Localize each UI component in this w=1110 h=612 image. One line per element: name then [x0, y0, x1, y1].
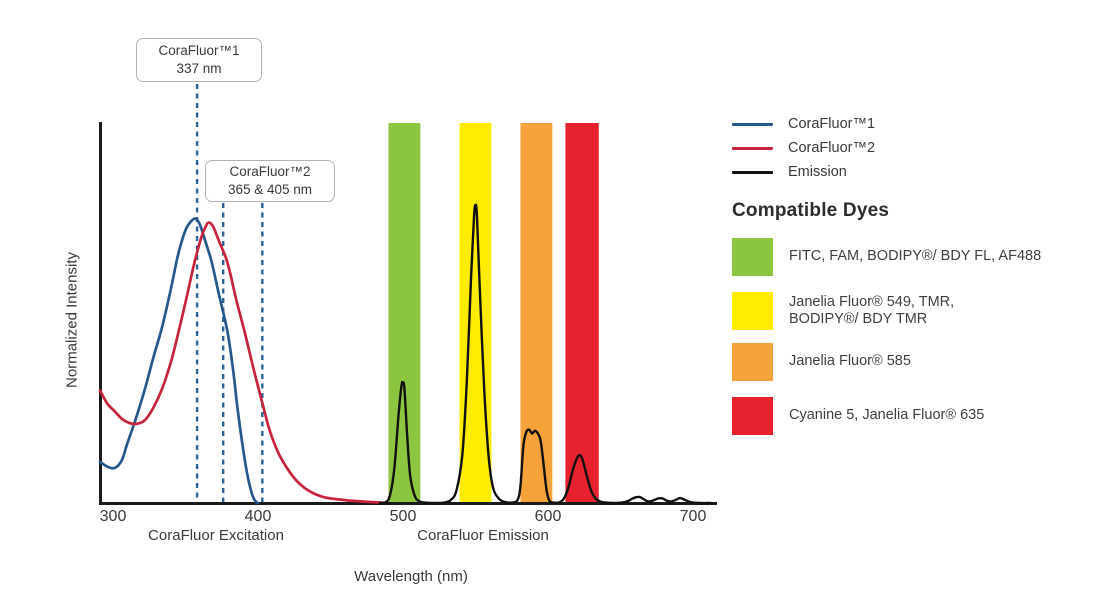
x-tick-label: 500 [390, 508, 417, 525]
annotation-box-corafluor2: CoraFluor™2 365 & 405 nm [205, 160, 335, 202]
annotation-value: 365 & 405 nm [227, 182, 313, 197]
filter-band-red [565, 123, 599, 503]
x-tick-label: 300 [100, 508, 127, 525]
x-tick-label: 600 [535, 508, 562, 525]
annotation-title: CoraFluor™1 [158, 43, 240, 59]
y-axis-title: Normalized Intensity [63, 252, 81, 388]
annotation-box-corafluor1: CoraFluor™1 337 nm [136, 38, 262, 82]
x-section-label-emission: CoraFluor Emission [417, 527, 549, 544]
x-axis-title: Wavelength (nm) [354, 568, 468, 585]
annotation-title: CoraFluor™2 [229, 164, 311, 180]
annotation-value: 337 nm [176, 61, 222, 76]
compatible-dyes-heading: Compatible Dyes [732, 200, 890, 221]
filter-band-orange [520, 123, 553, 503]
x-tick-label: 700 [680, 508, 707, 525]
corafluor1-excitation-curve [98, 217, 260, 505]
filter-band-green [388, 123, 421, 503]
corafluor2-excitation-curve [98, 221, 385, 504]
x-tick-label: 400 [245, 508, 272, 525]
x-section-label-excitation: CoraFluor Excitation [148, 527, 284, 544]
emission-curve [378, 203, 712, 505]
